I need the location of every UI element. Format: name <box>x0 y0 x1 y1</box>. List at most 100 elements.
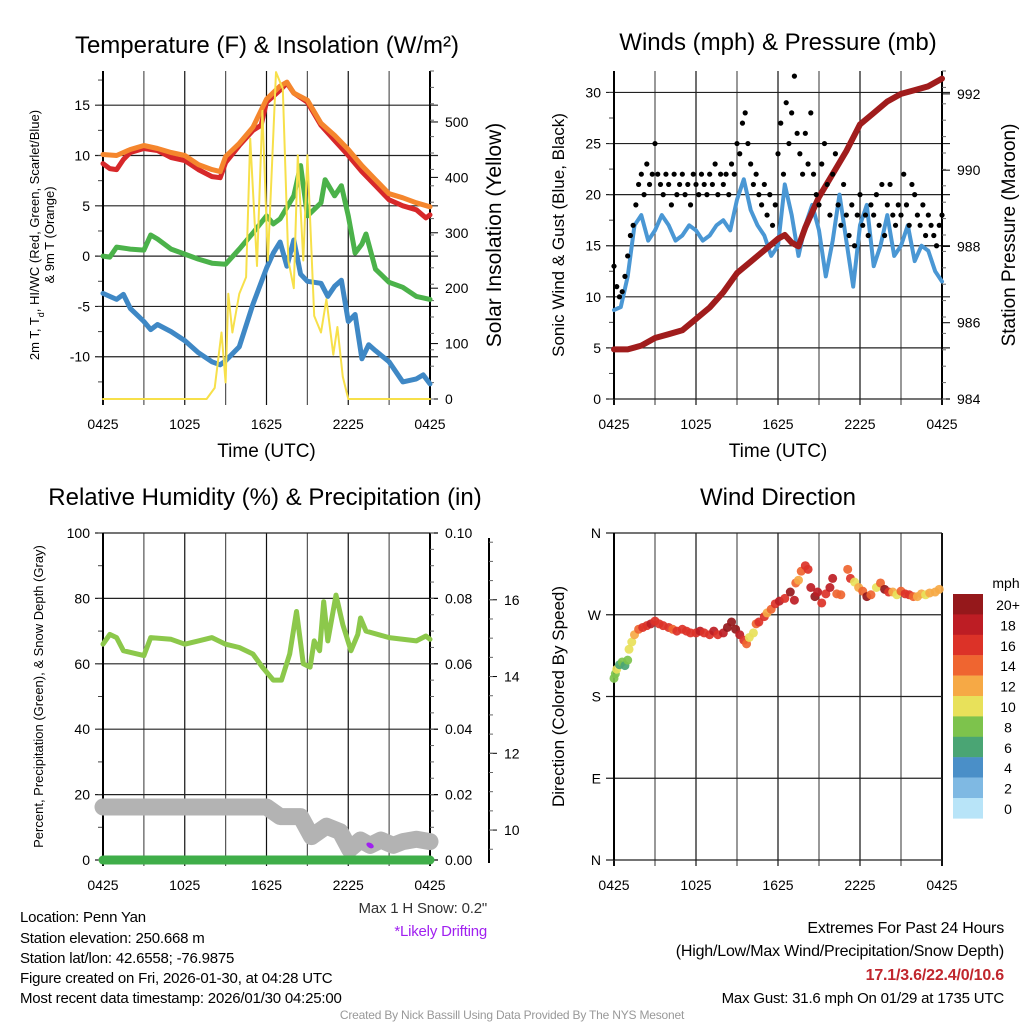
y2-tick-label: 0.02 <box>445 787 472 803</box>
gust-point <box>917 222 923 228</box>
gust-point <box>756 192 762 198</box>
gust-point <box>862 212 869 218</box>
legend-swatch <box>953 798 983 819</box>
gust-point <box>857 192 863 198</box>
winds-chart-title: Winds (mph) & Pressure (mb) <box>619 29 936 56</box>
figure-created-text: Figure created on Fri, 2026-01-30, at 04… <box>20 970 333 987</box>
snow-depth-line <box>94 798 439 858</box>
y2-tick-label: 200 <box>445 280 469 296</box>
gust-point <box>868 202 874 208</box>
relative-humidity-line <box>100 592 433 683</box>
gust-point <box>748 161 754 167</box>
gust-point <box>909 181 915 188</box>
speed-legend: mph 20+ 18 16 14 12 10 8 6 4 2 0 <box>953 575 1020 819</box>
gust-point <box>860 222 866 228</box>
y-tick-label: 5 <box>82 198 90 214</box>
y2-axis-label: Solar Insolation (Yellow) <box>483 123 506 348</box>
wind-direction-point <box>813 587 823 597</box>
gust-point <box>879 181 885 188</box>
legend-swatch <box>953 757 983 778</box>
gust-point <box>720 181 726 188</box>
legend-label: 18 <box>1000 617 1016 633</box>
9m-temperature-line <box>100 79 433 210</box>
legend-swatch <box>953 634 983 656</box>
legend-swatch <box>953 594 983 615</box>
gust-point <box>824 181 830 188</box>
gust-point <box>619 289 625 295</box>
gust-point <box>887 181 893 188</box>
y3-tick-label: 16 <box>504 592 520 608</box>
plot-area <box>94 592 439 865</box>
y-tick-label: 15 <box>585 238 601 254</box>
x-tick-label: 0425 <box>87 877 118 893</box>
x-tick-label: 1625 <box>762 877 793 893</box>
legend-label: 10 <box>1000 699 1016 715</box>
legend-label: 4 <box>1004 760 1012 776</box>
y-tick-label: 60 <box>74 656 90 672</box>
gust-point <box>614 284 620 290</box>
y-tick-label: -10 <box>70 349 90 365</box>
gust-point <box>780 171 787 177</box>
x-tick-label: 1025 <box>680 416 711 432</box>
legend-label: 14 <box>1000 658 1016 674</box>
gust-point <box>914 212 921 218</box>
gust-point <box>638 171 644 177</box>
y-tick-label: E <box>592 770 601 786</box>
gust-point <box>884 202 890 208</box>
x-tick-label: 1025 <box>169 416 200 432</box>
gust-point <box>931 232 937 239</box>
gust-point <box>709 181 716 188</box>
gust-point <box>786 140 792 147</box>
gust-point <box>753 171 759 177</box>
x-tick-label: 0425 <box>87 416 118 432</box>
x-tick-label: 0425 <box>598 877 629 893</box>
gust-point <box>821 140 828 147</box>
wind-direction-point <box>825 583 835 592</box>
gust-point <box>633 202 639 208</box>
gust-point <box>802 130 808 136</box>
gust-point <box>646 181 653 188</box>
drifting-note: *Likely Drifting <box>394 923 487 940</box>
gust-point <box>876 222 882 228</box>
gust-point <box>750 181 757 188</box>
wind-direction-point <box>803 564 813 574</box>
y-tick-label: 40 <box>74 721 90 737</box>
gust-point <box>764 212 770 218</box>
gust-point <box>707 171 713 177</box>
extremes-values: 17.1/3.6/22.4/0/10.6 <box>866 967 1005 984</box>
gust-point <box>901 171 907 177</box>
y-tick-label: -5 <box>78 298 91 314</box>
humidity-chart-title: Relative Humidity (%) & Precipitation (i… <box>48 484 481 511</box>
max-snow-text: Max 1 H Snow: 0.2" <box>359 900 487 917</box>
gust-point <box>797 151 803 157</box>
gust-point <box>655 171 661 177</box>
x-tick-label: 0425 <box>414 416 445 432</box>
gust-point <box>627 232 634 239</box>
wind-direction-point <box>876 578 885 588</box>
wind-direction-point <box>866 590 876 600</box>
gust-point <box>871 212 877 218</box>
legend-label: 20+ <box>996 597 1020 613</box>
wind-direction-point <box>627 637 637 647</box>
wind-direction-point <box>754 617 764 627</box>
wind-direction-point <box>821 589 831 599</box>
chart-panel-3: 0425 1025 1625 2225 0425 N E S W N Direction (Colo… <box>549 525 1020 893</box>
wind-chill-line <box>100 237 433 387</box>
y2-tick-label: 0.08 <box>445 590 472 606</box>
gust-point <box>838 222 844 228</box>
gust-point <box>873 192 880 198</box>
wind-direction-point <box>780 593 790 603</box>
y2-axis-label: Station Pressure (Maroon) <box>999 124 1020 347</box>
gust-point <box>671 171 677 177</box>
y-tick-label: 0 <box>593 391 601 407</box>
plot-area <box>611 73 945 353</box>
gust-point <box>925 212 931 218</box>
gust-point <box>769 222 776 228</box>
y-tick-label: 10 <box>74 148 90 164</box>
gust-point <box>843 212 849 218</box>
y-axis-label: Percent, Precipitation (Green), & Snow D… <box>31 545 46 848</box>
wind-direction-point <box>843 564 853 574</box>
gust-point <box>742 110 748 116</box>
gust-point <box>810 171 817 177</box>
gust-point <box>800 171 806 177</box>
